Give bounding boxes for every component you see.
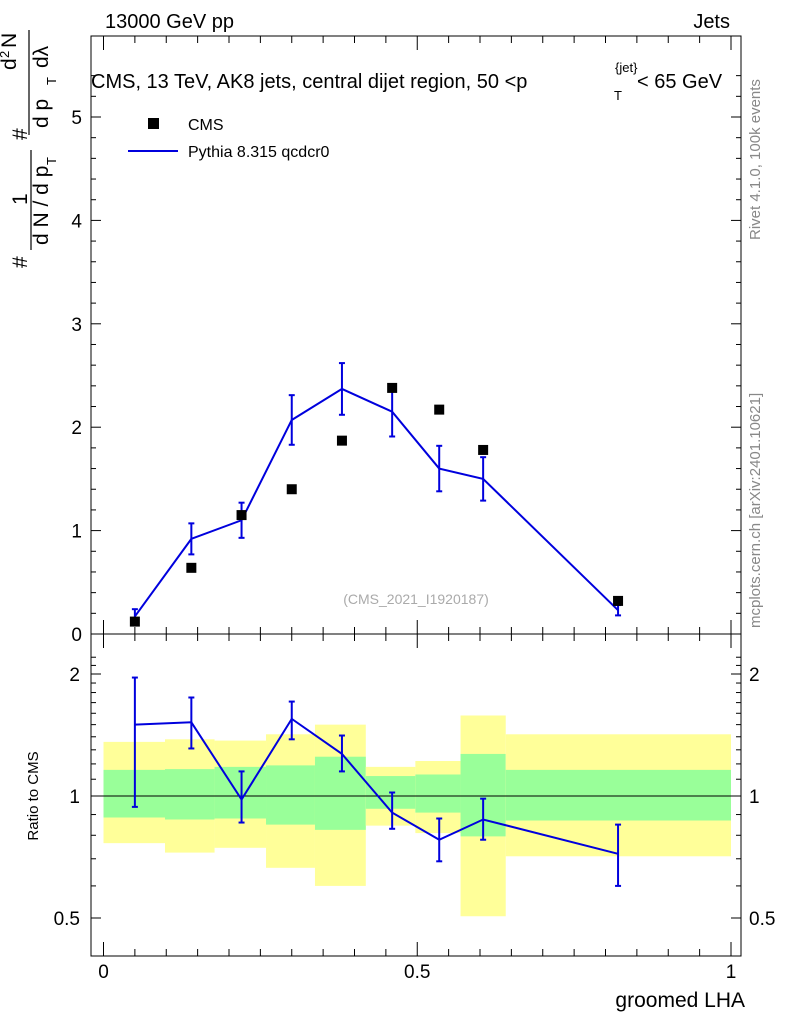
ratio-ylabel: Ratio to CMS: [25, 751, 42, 840]
cms-data-point: [336, 435, 347, 446]
analysis-watermark: (CMS_2021_I1920187): [343, 591, 489, 607]
ratio-xtick-label: 0.5: [404, 962, 430, 983]
legend-cms-marker: [148, 118, 159, 129]
main-title-sub: T: [614, 88, 622, 103]
header-right: Jets: [693, 11, 730, 33]
cms-data-point: [129, 616, 140, 627]
ratio-data: [131, 676, 622, 887]
main-ytick-label: 5: [71, 108, 82, 129]
ratio-ytick-label: 2: [69, 665, 80, 686]
rivet-label: Rivet 4.1.0, 100k events: [747, 79, 764, 240]
cms-data-point: [613, 595, 624, 606]
ratio-ytick-label: 1: [69, 787, 80, 808]
legend: CMS Pythia 8.315 qcdcr0: [128, 117, 330, 161]
main-title-p: p: [516, 71, 527, 93]
ratio-xtick-label: 0: [98, 962, 109, 983]
ratio-band-inner: [505, 769, 731, 821]
main-title: CMS, 13 TeV, AK8 jets, central dijet reg…: [91, 71, 527, 93]
ylabel-two: 2: [0, 51, 12, 58]
main-ytick-label: 3: [71, 315, 82, 336]
main-ylabel: # 1 d N / d p T # d p T d 2 N dλ: [0, 30, 59, 268]
legend-mc-label: Pythia 8.315 qcdcr0: [188, 144, 330, 161]
main-ytick-label: 4: [71, 211, 82, 232]
cms-data-point: [478, 444, 489, 455]
main-ytick-label: 1: [71, 522, 82, 543]
mc-series-line: [134, 387, 619, 618]
cms-data-point: [236, 510, 247, 521]
ylabel-hash2: #: [9, 128, 32, 140]
ratio-band-inner: [164, 769, 215, 820]
ratio-band-inner: [314, 756, 366, 830]
ratio-ytick-label-right: 0.5: [749, 909, 775, 930]
main-title-tail: < 65 GeV: [637, 71, 723, 93]
ylabel-hash1: #: [9, 256, 32, 268]
ratio-frame: [90, 633, 742, 957]
ratio-ytick-label-right: 1: [749, 787, 760, 808]
x-axis-label: groomed LHA: [615, 989, 745, 1012]
cms-data-point: [186, 562, 197, 573]
ratio-band-inner: [266, 765, 315, 825]
header-left: 13000 GeV pp: [105, 11, 234, 33]
ylabel-T2: T: [44, 77, 59, 85]
main-data: [129, 362, 624, 627]
cms-data-point: [286, 484, 297, 495]
ratio-ytick-label: 0.5: [54, 909, 80, 930]
ylabel-dpT: d p: [30, 99, 53, 128]
ylabel-dN: d: [0, 58, 21, 70]
main-axes: 0 1 2 3 4 5: [71, 36, 741, 646]
ratio-band-inner: [415, 774, 461, 813]
ylabel-dlambda: dλ: [30, 45, 53, 68]
ylabel-frac-den: d N / d p: [30, 166, 53, 245]
ylabel-T: T: [44, 157, 59, 165]
ratio-bands: [103, 715, 731, 917]
ratio-axes: 0.5 0.5 1 1 2 2 0 0.5 1: [54, 634, 775, 983]
ratio-ytick-label-right: 2: [749, 665, 760, 686]
main-ytick-label: 0: [71, 625, 82, 646]
ylabel-N: N: [0, 33, 21, 48]
main-title-text: CMS, 13 TeV, AK8 jets, central dijet reg…: [91, 71, 516, 93]
legend-cms-label: CMS: [188, 117, 224, 134]
ylabel-one: 1: [9, 193, 32, 205]
ratio-band-inner: [214, 766, 267, 819]
main-title-sup: {jet}: [615, 60, 638, 75]
mcplots-label: mcplots.cern.ch [arXiv:2401.10621]: [747, 393, 764, 628]
cms-data-point: [387, 382, 398, 393]
cms-data-point: [434, 404, 445, 415]
main-ytick-label: 2: [71, 418, 82, 439]
ratio-xtick-label: 1: [726, 962, 737, 983]
